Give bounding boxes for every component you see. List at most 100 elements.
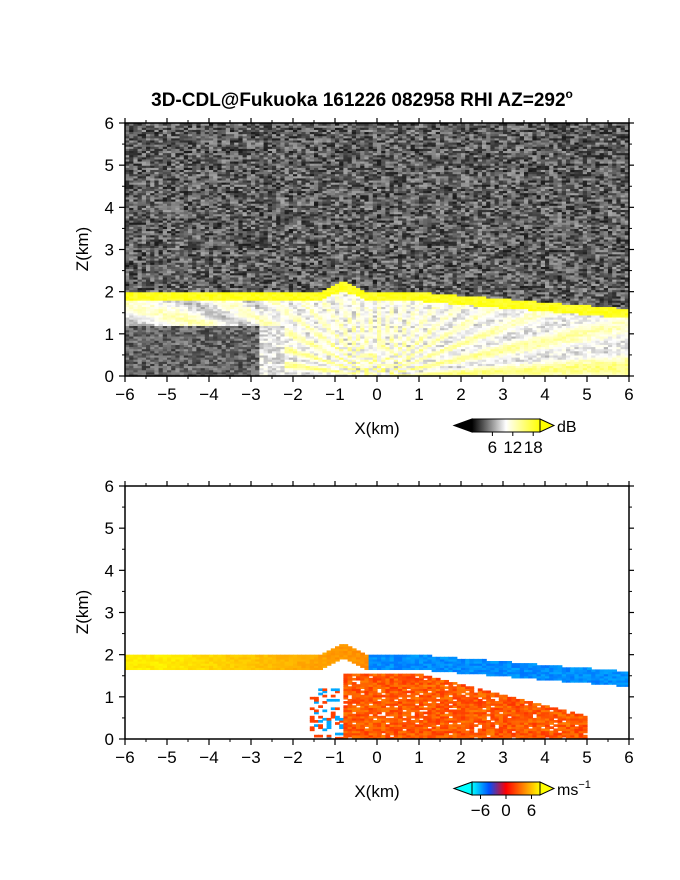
intensity-cell: [167, 338, 172, 341]
intensity-cell: [129, 146, 134, 149]
intensity-cell: [162, 165, 168, 168]
intensity-cell: [154, 238, 160, 242]
intensity-cell: [158, 186, 164, 189]
intensity-cell: [137, 350, 143, 354]
intensity-cell: [133, 135, 139, 139]
intensity-cell: [171, 144, 176, 147]
intensity-cell: [171, 213, 176, 217]
intensity-cell: [162, 266, 168, 270]
intensity-cell: [167, 268, 172, 272]
intensity-cell: [129, 125, 134, 128]
intensity-cell: [129, 213, 134, 217]
intensity-cell: [125, 139, 130, 143]
intensity-cell: [158, 213, 164, 217]
intensity-cell: [167, 306, 172, 310]
intensity-cell: [125, 325, 130, 329]
intensity-cell: [154, 219, 160, 223]
intensity-cell: [167, 281, 172, 284]
intensity-cell: [175, 342, 181, 345]
intensity-cell: [175, 171, 181, 175]
intensity-cell: [150, 247, 155, 251]
intensity-cell: [125, 156, 130, 160]
intensity-cell: [125, 146, 130, 149]
intensity-cell: [154, 167, 160, 170]
intensity-cell: [158, 173, 164, 177]
intensity-cell: [158, 129, 164, 133]
intensity-cell: [146, 165, 151, 168]
intensity-cell: [129, 321, 134, 324]
intensity-cell: [167, 289, 172, 293]
intensity-cell: [141, 329, 147, 333]
intensity-cell: [129, 182, 134, 185]
intensity-cell: [141, 270, 147, 274]
intensity-cell: [175, 211, 181, 215]
intensity-cell: [175, 304, 181, 308]
intensity-cell: [141, 350, 147, 354]
intensity-cell: [150, 194, 155, 198]
intensity-cell: [158, 154, 164, 158]
intensity-cell: [162, 152, 168, 156]
intensity-cell: [158, 201, 164, 204]
intensity-cell: [162, 260, 168, 263]
intensity-cell: [129, 137, 134, 141]
intensity-cell: [179, 346, 185, 350]
intensity-cell: [167, 171, 172, 175]
intensity-cell: [125, 228, 130, 232]
intensity-cell: [179, 333, 185, 337]
intensity-cell: [125, 357, 130, 360]
intensity-cell: [146, 186, 151, 189]
intensity-cell: [125, 133, 130, 137]
intensity-cell: [146, 348, 151, 352]
intensity-cell: [129, 238, 134, 242]
intensity-cell: [125, 302, 130, 305]
intensity-cell: [141, 373, 147, 377]
intensity-cell: [133, 249, 139, 253]
intensity-cell: [137, 150, 143, 154]
intensity-cell: [175, 365, 181, 369]
intensity-cell: [150, 300, 155, 303]
intensity-cell: [154, 348, 160, 352]
intensity-cell: [167, 274, 172, 278]
intensity-cell: [125, 247, 130, 251]
intensity-cell: [162, 169, 168, 173]
intensity-cell: [162, 257, 168, 261]
intensity-cell: [171, 270, 176, 274]
intensity-cell: [125, 304, 130, 308]
intensity-cell: [175, 186, 181, 189]
intensity-cell: [141, 304, 147, 308]
intensity-cell: [154, 158, 160, 162]
intensity-cell: [125, 144, 130, 147]
intensity-cell: [167, 169, 172, 173]
intensity-cell: [175, 241, 181, 244]
intensity-cell: [167, 300, 172, 303]
intensity-cell: [171, 346, 176, 350]
intensity-cell: [150, 329, 155, 333]
intensity-cell: [141, 257, 147, 261]
intensity-cell: [158, 266, 164, 270]
intensity-cell: [125, 371, 130, 375]
intensity-cell: [162, 281, 168, 284]
intensity-cell: [137, 217, 143, 221]
intensity-cell: [141, 177, 147, 181]
intensity-cell: [133, 148, 139, 152]
intensity-cell: [175, 266, 181, 270]
intensity-cell: [154, 312, 160, 316]
intensity-cell: [171, 333, 176, 337]
intensity-cell: [137, 249, 143, 253]
intensity-cell: [158, 152, 164, 156]
intensity-cell: [167, 198, 172, 202]
intensity-cell: [162, 325, 168, 329]
intensity-cell: [141, 247, 147, 251]
intensity-cell: [125, 205, 130, 208]
intensity-cell: [133, 251, 139, 255]
intensity-cell: [175, 156, 181, 160]
intensity-cell: [129, 300, 134, 303]
intensity-cell: [129, 171, 134, 175]
intensity-cell: [158, 236, 164, 240]
intensity-cell: [154, 255, 160, 259]
intensity-cell: [133, 245, 139, 248]
intensity-cell: [154, 165, 160, 168]
intensity-cell: [162, 350, 168, 354]
intensity-cell: [133, 211, 139, 215]
